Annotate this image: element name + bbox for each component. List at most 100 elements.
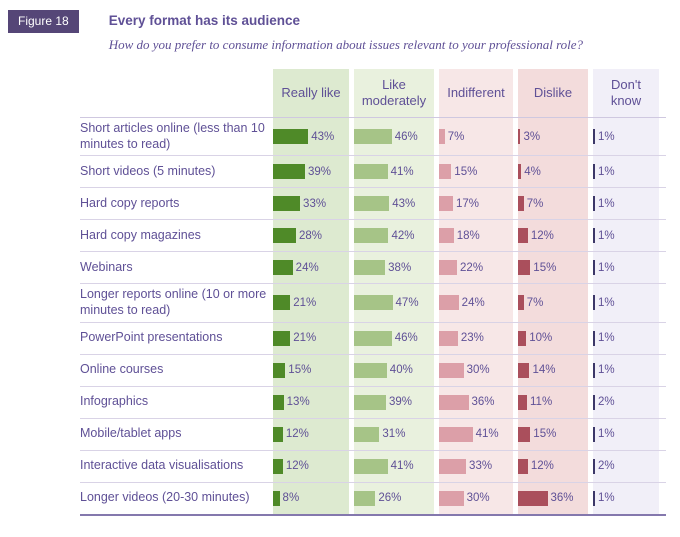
bar (439, 426, 473, 442)
figure-label-badge: Figure 18 (8, 10, 79, 33)
bar-value-label: 26% (378, 492, 402, 504)
bar-cell-don-t-know: 2% (593, 386, 659, 418)
bar (518, 362, 530, 378)
bar-value-label: 41% (390, 165, 414, 178)
row-label: Hard copy magazines (80, 227, 201, 242)
bar-value-label: 39% (307, 165, 331, 178)
row-label: Longer videos (20-30 minutes) (80, 490, 250, 505)
bar-cell-like-moderately: 47% (354, 284, 434, 322)
bar-value-label: 40% (389, 364, 413, 376)
bar-value-label: 30% (466, 364, 490, 376)
row-label: Webinars (80, 259, 133, 274)
bar-cell-don-t-know: 1% (593, 220, 659, 252)
bar-value-label: 12% (285, 460, 309, 472)
bar-value-label: 43% (392, 197, 416, 210)
bar (354, 426, 380, 442)
bar (593, 458, 595, 474)
figure-titles: Every format has its audience How do you… (109, 10, 583, 53)
bar (518, 196, 524, 212)
bar-cell-really-like: 8% (273, 482, 349, 514)
bar-cell-like-moderately: 46% (354, 118, 434, 156)
bar-cell-indifferent: 36% (439, 386, 513, 418)
bar-value-label: 1% (598, 332, 615, 344)
bar-value-label: 10% (529, 332, 553, 344)
bar (518, 260, 531, 276)
bar-value-label: 7% (526, 296, 544, 309)
bar (273, 164, 305, 180)
row-label: Short videos (5 minutes) (80, 163, 216, 178)
bar-cell-indifferent: 22% (439, 252, 513, 284)
bar (439, 458, 467, 474)
bar-value-label: 47% (395, 296, 419, 309)
bar (593, 164, 595, 180)
bar-cell-dislike: 7% (518, 188, 588, 220)
bar-value-label: 33% (303, 197, 327, 210)
bar-cell-like-moderately: 42% (354, 220, 434, 252)
bar (273, 330, 291, 346)
bar-value-label: 1% (598, 130, 615, 143)
bar-value-label: 36% (550, 492, 574, 504)
bar-cell-like-moderately: 46% (354, 322, 434, 354)
bar (439, 129, 445, 145)
column-header-don-t-know: Don't know (593, 69, 659, 117)
bar-value-label: 15% (454, 165, 478, 178)
bar-value-label: 1% (598, 261, 615, 274)
table-row: Hard copy reports 33% 43% 17% 7% 1% (80, 188, 666, 221)
bar-value-label: 41% (475, 428, 499, 440)
bar-value-label: 1% (598, 364, 615, 376)
bar-value-label: 1% (598, 229, 615, 242)
bar-value-label: 2% (598, 396, 615, 408)
bar-cell-don-t-know: 1% (593, 118, 659, 156)
bar-cell-really-like: 39% (273, 156, 349, 188)
bar (439, 164, 452, 180)
row-label: Hard copy reports (80, 195, 180, 210)
row-label: PowerPoint presentations (80, 330, 223, 345)
bar-value-label: 1% (598, 165, 615, 178)
table-row: Mobile/tablet apps 12% 31% 41% 15% 1% (80, 418, 666, 451)
bar-value-label: 12% (285, 428, 309, 440)
bar-value-label: 13% (286, 396, 310, 408)
bar (439, 228, 454, 244)
bar (354, 458, 388, 474)
bar-cell-like-moderately: 41% (354, 450, 434, 482)
bar-cell-really-like: 28% (273, 220, 349, 252)
bar-cell-really-like: 13% (273, 386, 349, 418)
bar-value-label: 36% (471, 396, 495, 408)
bar-value-label: 17% (455, 197, 479, 210)
bar-cell-dislike: 36% (518, 482, 588, 514)
bar-cell-indifferent: 24% (439, 284, 513, 322)
bar-value-label: 1% (598, 197, 615, 210)
bar-cell-indifferent: 30% (439, 482, 513, 514)
bar (439, 295, 459, 311)
bar-cell-dislike: 4% (518, 156, 588, 188)
bar-value-label: 4% (524, 165, 541, 178)
bar (439, 260, 458, 276)
bar-cell-like-moderately: 38% (354, 252, 434, 284)
bar-cell-indifferent: 33% (439, 450, 513, 482)
bar (354, 490, 376, 506)
bar-cell-don-t-know: 1% (593, 156, 659, 188)
bar-cell-don-t-know: 1% (593, 322, 659, 354)
table-row: Webinars 24% 38% 22% 15% 1% (80, 252, 666, 285)
bar (439, 330, 458, 346)
bar-value-label: 12% (530, 229, 554, 242)
bar-value-label: 23% (460, 332, 484, 344)
bar-value-label: 15% (288, 364, 312, 376)
bar-value-label: 42% (391, 229, 415, 242)
bar (273, 295, 291, 311)
bar-value-label: 1% (598, 428, 615, 440)
bar-cell-indifferent: 17% (439, 188, 513, 220)
bar (439, 196, 453, 212)
bar (354, 394, 386, 410)
bar (518, 330, 527, 346)
bar (273, 196, 301, 212)
bar-value-label: 8% (282, 492, 300, 504)
bar-cell-dislike: 14% (518, 354, 588, 386)
bar-value-label: 31% (382, 428, 406, 440)
bar-cell-like-moderately: 43% (354, 188, 434, 220)
bar-cell-dislike: 12% (518, 220, 588, 252)
table-row: Interactive data visualisations 12% 41% 33%… (80, 450, 666, 483)
bar-value-label: 22% (460, 261, 484, 274)
bar-cell-like-moderately: 26% (354, 482, 434, 514)
bar-value-label: 41% (390, 460, 414, 472)
